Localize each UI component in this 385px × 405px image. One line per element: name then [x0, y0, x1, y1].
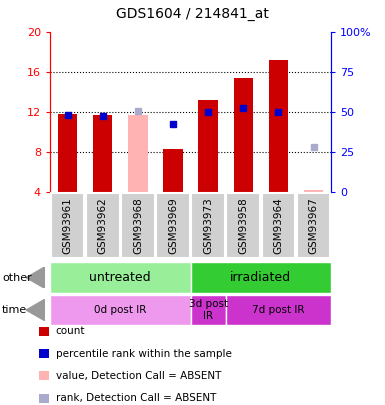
Bar	[304, 190, 323, 192]
Text: percentile rank within the sample: percentile rank within the sample	[56, 349, 232, 358]
Bar	[269, 60, 288, 192]
Text: count: count	[56, 326, 85, 336]
Polygon shape	[26, 299, 45, 321]
Text: GSM93969: GSM93969	[168, 197, 178, 254]
Text: GSM93967: GSM93967	[308, 197, 318, 254]
Text: 0d post IR: 0d post IR	[94, 305, 147, 315]
Text: rank, Detection Call = ABSENT: rank, Detection Call = ABSENT	[56, 393, 216, 403]
Bar	[199, 100, 218, 192]
Text: value, Detection Call = ABSENT: value, Detection Call = ABSENT	[56, 371, 221, 381]
Text: irradiated: irradiated	[230, 271, 291, 284]
Text: GSM93964: GSM93964	[273, 197, 283, 254]
Text: GSM93961: GSM93961	[63, 197, 73, 254]
Text: 7d post IR: 7d post IR	[252, 305, 305, 315]
Text: untreated: untreated	[89, 271, 151, 284]
Text: GSM93958: GSM93958	[238, 197, 248, 254]
Text: GSM93968: GSM93968	[133, 197, 143, 254]
Text: GDS1604 / 214841_at: GDS1604 / 214841_at	[116, 7, 269, 21]
Text: GSM93973: GSM93973	[203, 197, 213, 254]
Polygon shape	[26, 267, 45, 288]
Text: other: other	[2, 273, 32, 283]
Bar	[128, 115, 147, 192]
Bar	[163, 149, 182, 192]
Text: time: time	[2, 305, 27, 315]
Text: 3d post
IR: 3d post IR	[189, 299, 228, 321]
Bar	[234, 79, 253, 192]
Text: GSM93962: GSM93962	[98, 197, 108, 254]
Bar	[58, 114, 77, 192]
Bar	[93, 115, 112, 192]
